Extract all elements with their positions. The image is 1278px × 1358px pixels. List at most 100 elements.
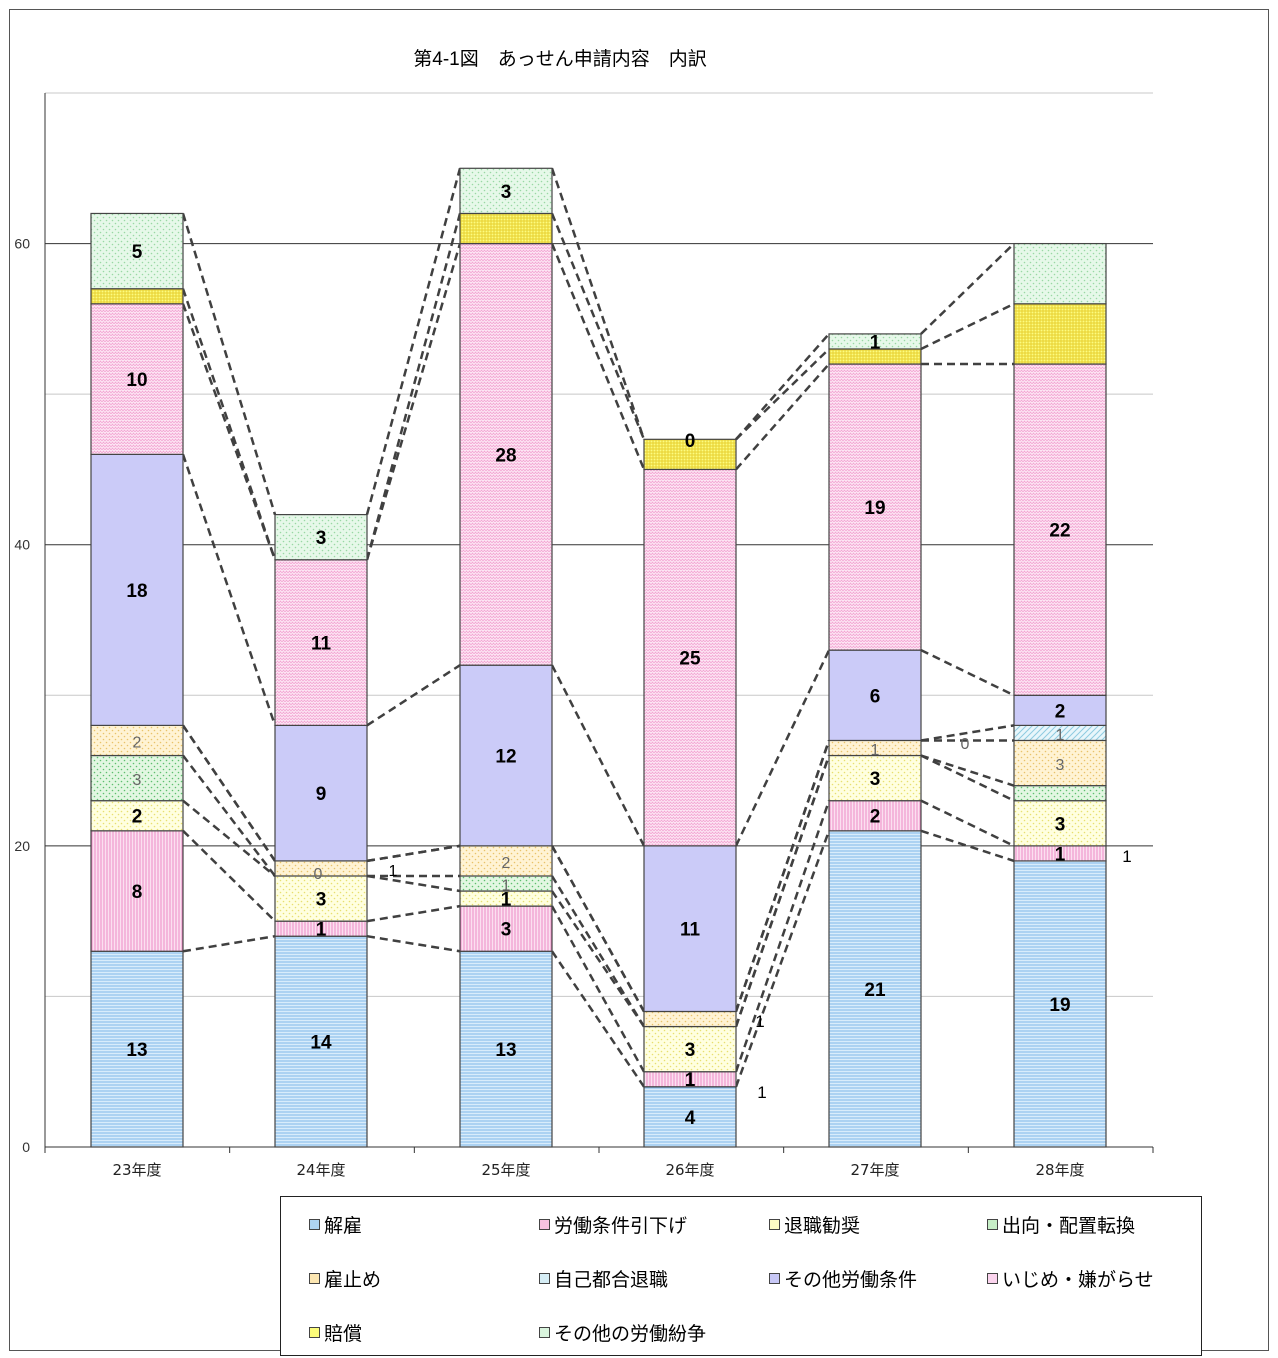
series-connector-line [920,242,1015,335]
legend-label: 解雇 [324,1216,363,1237]
series-connector-line [550,167,646,440]
legend-swatch [539,1327,550,1338]
legend-label: 労働条件引下げ [554,1216,688,1237]
data-label: 6 [870,686,881,707]
bar-segment [90,724,184,757]
data-label: 2 [870,807,881,828]
bar-segment [274,559,368,726]
data-label-outside: 1 [755,1012,764,1031]
legend-label: 賠償 [324,1324,363,1345]
series-connector-line [366,844,461,863]
legend-item: 雇止め [309,1265,381,1292]
series-connector-line [920,648,1015,697]
data-label: 2 [1055,701,1066,722]
data-label: 2 [132,807,143,828]
legend-swatch [309,1219,320,1230]
bar-segment [1013,242,1107,305]
series-connector-line [550,950,646,1088]
series-connector-line [735,363,830,471]
series-connector-line [920,724,1015,742]
data-label: 3 [870,769,881,790]
x-tick-label: 25年度 [481,1161,530,1179]
series-connector-line [182,754,276,877]
series-connector-line [181,213,277,515]
data-label: 11 [311,634,332,655]
data-label: 3 [316,890,327,911]
bar-segment [828,754,922,802]
bar-segment [90,453,184,726]
bar-segment [1013,785,1107,802]
x-tick-label: 24年度 [296,1161,345,1179]
data-label: 28 [495,445,516,466]
data-label: 3 [133,772,142,789]
data-label-outside: 1 [757,1083,766,1102]
data-label: 18 [126,581,147,602]
bar-segment [459,905,553,952]
bar-segment [459,167,553,215]
data-label-outside: 0 [314,866,323,883]
bar-segment [459,845,553,877]
legend-label: 出向・配置転換 [1002,1216,1136,1237]
bar-segment [643,1086,737,1148]
data-label: 1 [685,1070,696,1091]
data-label: 22 [1049,521,1070,542]
data-label: 3 [685,1040,696,1061]
legend-swatch [309,1327,320,1338]
legend-item: 自己都合退職 [539,1265,668,1292]
series-connector-line [920,754,1015,787]
series-connector-line [920,754,1015,802]
series-connector-line [550,875,646,1028]
series-connector-line [734,649,831,847]
bar-segment [643,438,737,471]
data-label-outside: 0 [961,736,970,753]
data-label: 11 [680,920,701,941]
data-label: 3 [501,182,512,203]
legend-label: その他労働条件 [784,1270,918,1291]
series-connector-line [920,302,1015,351]
bar-segment [1013,303,1107,365]
data-label-outside: 1 [1122,847,1131,866]
bar-segment [90,303,184,455]
legend-item: その他労働条件 [769,1265,917,1292]
legend-swatch [539,1273,550,1284]
series-connector-line [182,934,276,953]
legend-swatch [769,1219,780,1230]
bar-segment [1013,860,1107,1148]
x-tick-label: 26年度 [665,1161,714,1179]
data-label: 3 [316,528,327,549]
series-connector-line [550,905,646,1073]
series-connector-line [920,829,1015,863]
data-label: 19 [864,498,885,519]
legend-item: 出向・配置転換 [987,1211,1135,1238]
series-connector-line [735,348,830,441]
bar-segment [90,288,184,305]
data-label: 13 [126,1040,147,1061]
series-connector-line [735,333,830,441]
data-label: 2 [502,855,511,872]
series-connector-line [182,829,276,923]
series-connector-line [920,799,1015,847]
bar-segment [1013,739,1107,787]
data-label: 1 [870,332,881,353]
data-label-outside: 0 [685,431,696,452]
bar-segment [643,468,737,847]
data-label-outside: 1 [389,863,398,880]
data-label: 1 [1055,844,1066,865]
data-label: 9 [316,784,327,805]
bar-segment [828,830,922,1148]
data-label: 19 [1049,995,1070,1016]
connector-lines [181,167,1015,1088]
bar-segment [274,513,368,561]
data-label: 1 [871,742,880,759]
legend-label: いじめ・嫌がらせ [1002,1270,1154,1291]
bar-segment [643,1010,737,1028]
bar-segment [828,800,922,832]
bar-segment [1013,800,1107,847]
bar-segment [274,724,368,862]
bar-segment [459,212,553,245]
legend-swatch [987,1219,998,1230]
x-tick-label: 28年度 [1035,1161,1084,1179]
data-label: 12 [495,747,516,768]
bar-segment [274,875,368,922]
